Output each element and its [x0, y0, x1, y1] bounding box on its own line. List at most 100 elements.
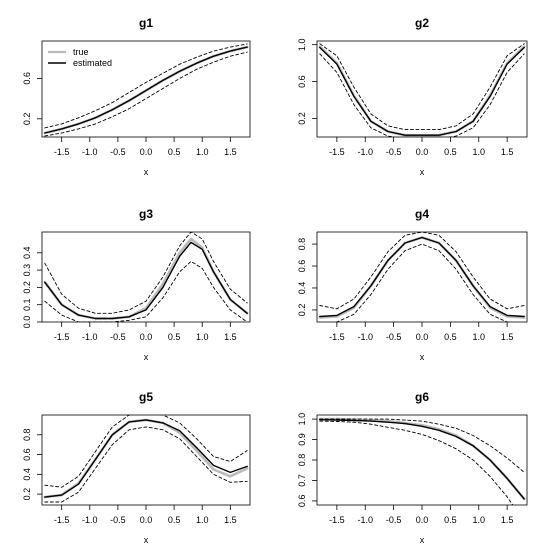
y-tick-label: 0.7 — [297, 474, 307, 487]
x-axis-label: x — [420, 535, 425, 545]
y-tick-label: 0.8 — [297, 238, 307, 251]
x-axis-label: x — [420, 167, 425, 177]
y-tick-label: 0.6 — [22, 72, 32, 85]
x-tick-label: -1.0 — [357, 515, 373, 525]
panel-g5: g5 -1.5 -1.0 -0.5 0.0 0.5 1.0 1.5 x 0.2 0.4 0.6 0.8 — [22, 390, 251, 545]
x-tick-label: -1.5 — [329, 515, 345, 525]
y-tick-label: 0.6 — [297, 260, 307, 273]
series-line-upper — [44, 43, 248, 129]
series-line-true — [318, 417, 526, 501]
x-tick-label: 0.0 — [140, 332, 153, 342]
x-tick-label: -0.5 — [386, 332, 402, 342]
x-tick-label: 1.0 — [472, 332, 485, 342]
series-line-lower — [333, 243, 511, 322]
plot-frame — [316, 231, 528, 323]
x-tick-label: -1.0 — [357, 332, 373, 342]
series-line-lower — [44, 260, 248, 322]
series-line-estimated — [44, 46, 248, 134]
x-tick-label: 1.5 — [224, 515, 237, 525]
panel-title: g1 — [139, 16, 153, 30]
y-tick-label: 0.1 — [22, 298, 32, 311]
x-tick-label: -0.5 — [110, 147, 126, 157]
y-tick-label: 0.8 — [297, 454, 307, 467]
legend-label: true — [73, 47, 89, 57]
x-tick-label: 0.0 — [140, 147, 153, 157]
panel-g3: g3 -1.5 -1.0 -0.5 0.0 0.5 1.0 1.5 x 0.0 0.1 0.2 0.3 0… — [22, 207, 251, 362]
panel-title: g2 — [415, 16, 429, 30]
x-tick-label: -1.5 — [329, 147, 345, 157]
x-tick-label: 1.0 — [472, 515, 485, 525]
y-tick-label: 1.0 — [297, 38, 307, 51]
x-tick-label: 1.5 — [224, 332, 237, 342]
series-line-lower — [319, 420, 514, 505]
x-tick-label: 0.0 — [416, 515, 429, 525]
series-line-upper — [319, 418, 525, 473]
y-tick-label: 0.0 — [22, 316, 32, 329]
series-line-lower — [44, 51, 248, 137]
panel-title: g3 — [139, 207, 153, 221]
x-tick-label: -1.5 — [54, 515, 70, 525]
x-tick-label: -1.0 — [82, 147, 98, 157]
legend-label: estimated — [73, 58, 112, 68]
x-tick-label: -1.0 — [82, 332, 98, 342]
plot-frame — [41, 414, 251, 506]
panel-title: g6 — [415, 390, 429, 404]
series-line-upper — [44, 232, 248, 314]
x-axis-label: x — [144, 535, 149, 545]
y-tick-label: 0.4 — [22, 247, 32, 260]
x-tick-label: 1.0 — [196, 515, 209, 525]
y-tick-label: 0.8 — [22, 429, 32, 442]
x-tick-label: -1.5 — [54, 332, 70, 342]
x-tick-label: -1.0 — [357, 147, 373, 157]
x-tick-label: 0.5 — [168, 147, 181, 157]
panel-g4: g4 -1.5 -1.0 -0.5 0.0 0.5 1.0 1.5 x 0.2 0.4 0.6 0.8 — [297, 207, 528, 362]
y-tick-label: 0.2 — [22, 488, 32, 501]
y-tick-label: 0.6 — [22, 448, 32, 461]
x-tick-label: -0.5 — [110, 332, 126, 342]
y-tick-label: 1.0 — [297, 413, 307, 426]
series-line-estimated — [319, 419, 525, 500]
series-line-true — [43, 418, 249, 499]
x-tick-label: 0.5 — [444, 147, 457, 157]
series-line-estimated — [319, 236, 525, 318]
x-tick-label: 0.5 — [168, 515, 181, 525]
y-tick-label: 0.4 — [22, 468, 32, 481]
x-axis-label: x — [420, 352, 425, 362]
x-tick-label: -0.5 — [386, 515, 402, 525]
series-line-estimated — [44, 241, 248, 320]
series-line-true — [43, 237, 249, 320]
series-line-upper — [319, 232, 525, 310]
x-tick-label: -1.5 — [54, 147, 70, 157]
x-tick-label: 0.5 — [444, 332, 457, 342]
y-tick-label: 0.2 — [297, 304, 307, 317]
series-line-estimated — [44, 419, 248, 498]
x-tick-label: 0.5 — [168, 332, 181, 342]
x-tick-label: 1.5 — [224, 147, 237, 157]
x-axis-label: x — [144, 352, 149, 362]
x-tick-label: 0.0 — [416, 332, 429, 342]
x-tick-label: -0.5 — [386, 147, 402, 157]
y-tick-label: 0.2 — [297, 112, 307, 125]
x-tick-label: 1.0 — [196, 332, 209, 342]
x-tick-label: 0.0 — [140, 515, 153, 525]
x-tick-label: 0.5 — [444, 515, 457, 525]
plot-frame — [316, 414, 528, 506]
x-tick-label: 1.5 — [501, 515, 514, 525]
x-tick-label: 1.5 — [501, 147, 514, 157]
panel-g6: g6 -1.5 -1.0 -0.5 0.0 0.5 1.0 1.5 x 0.6 0.7 0.8 0.9 1… — [297, 390, 528, 545]
y-tick-label: 0.3 — [22, 264, 32, 277]
x-axis-label: x — [144, 167, 149, 177]
x-tick-label: -1.0 — [82, 515, 98, 525]
series-line-lower — [44, 426, 248, 503]
y-tick-label: 0.2 — [22, 113, 32, 126]
plot-frame — [316, 40, 528, 138]
series-line-estimated — [319, 46, 525, 136]
x-tick-label: 1.0 — [472, 147, 485, 157]
panel-title: g5 — [139, 390, 153, 404]
x-tick-label: 1.5 — [501, 332, 514, 342]
x-tick-label: -1.5 — [329, 332, 345, 342]
y-tick-label: 0.6 — [297, 75, 307, 88]
x-tick-label: 0.0 — [416, 147, 429, 157]
